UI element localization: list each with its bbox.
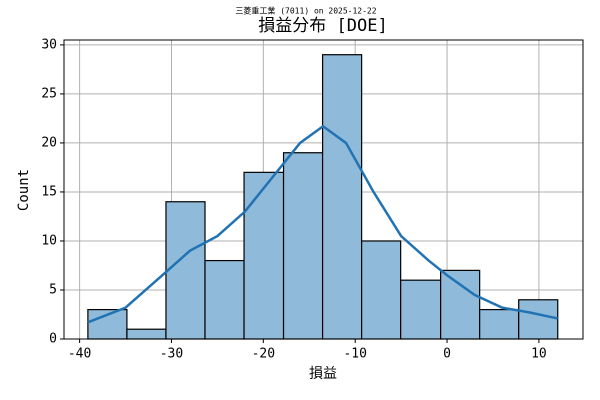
chart-subtitle: 三菱重工業 (7011) on 2025-12-22 (235, 6, 376, 16)
bar (282, 152, 324, 340)
x-axis-label: 損益 (309, 366, 337, 382)
bar (479, 308, 520, 340)
bar (440, 269, 481, 340)
x-tick-label: -20 (252, 347, 275, 362)
bar (165, 201, 206, 340)
y-tick-label: 0 (49, 332, 57, 347)
y-tick-label: 5 (49, 282, 57, 297)
bar (518, 299, 559, 340)
bar (126, 328, 167, 340)
bar (204, 259, 245, 340)
kde-line (87, 124, 558, 324)
bar (243, 171, 285, 340)
bar (321, 54, 363, 340)
y-tick-label: 10 (41, 233, 57, 248)
y-tick-label: 15 (41, 184, 57, 199)
plot-frame (63, 39, 584, 340)
x-tick-label: -10 (343, 347, 366, 362)
x-tick-label: -40 (68, 347, 91, 362)
x-tick-label: -30 (160, 347, 183, 362)
y-tick-label: 25 (41, 86, 57, 101)
bar (361, 240, 402, 340)
y-axis-label: Count (16, 169, 32, 211)
x-tick-label: 10 (531, 347, 547, 362)
chart-title: 損益分布 [DOE] (258, 16, 387, 36)
y-tick-label: 20 (41, 135, 57, 150)
y-tick-label: 30 (41, 37, 57, 52)
x-tick-label: 0 (443, 347, 451, 362)
bar (400, 279, 442, 340)
